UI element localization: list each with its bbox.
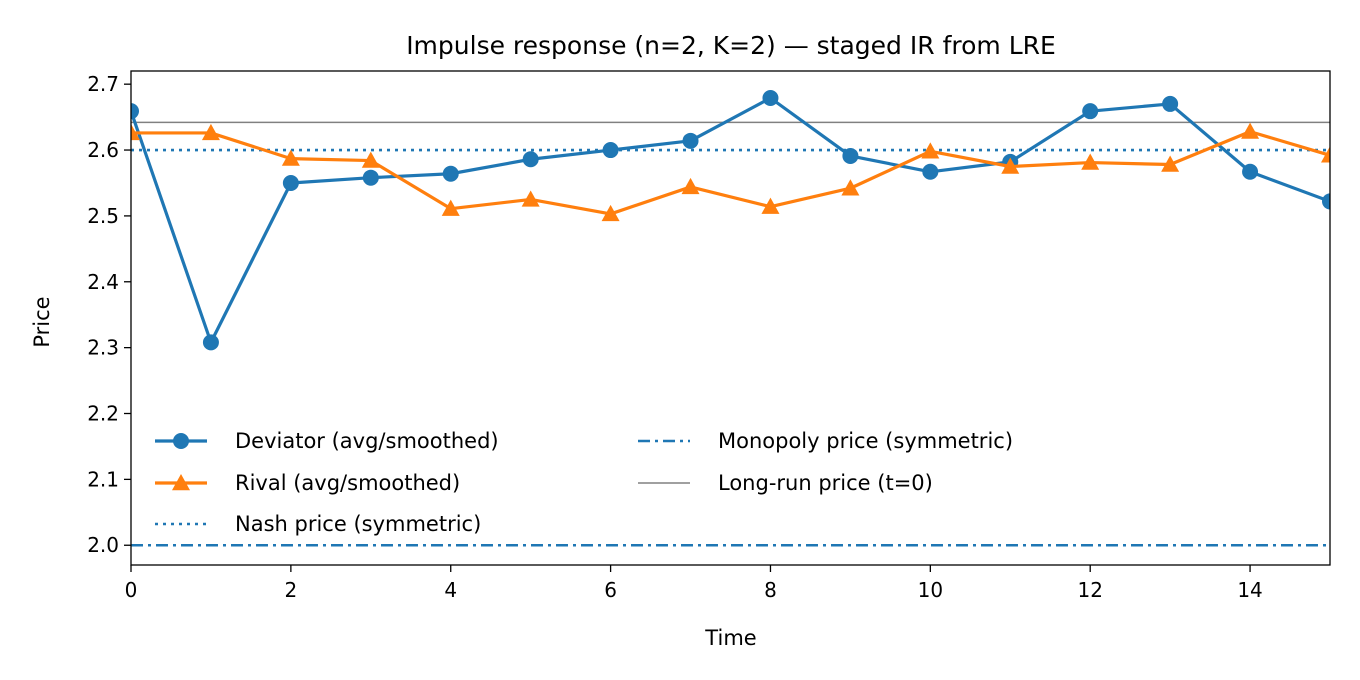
legend-entry-2: Nash price (symmetric)	[155, 512, 481, 536]
legend-entry-4: Long-run price (t=0)	[638, 471, 933, 495]
data-point-0-14	[1242, 163, 1259, 180]
data-point-1-3	[361, 151, 380, 168]
legend: Deviator (avg/smoothed) Rival (avg/smooth…	[155, 429, 1013, 536]
data-point-0-1	[202, 334, 219, 351]
data-point-0-15	[1322, 193, 1330, 210]
data-point-0-7	[682, 132, 699, 149]
data-point-1-13	[1161, 155, 1180, 172]
y-tick-label: 2.6	[87, 138, 119, 162]
data-point-1-9	[841, 179, 860, 196]
data-point-0-8	[762, 90, 779, 107]
x-tick-label: 6	[604, 578, 617, 602]
data-point-0-12	[1082, 103, 1099, 120]
y-axis-title: Price	[30, 296, 54, 347]
data-point-0-9	[842, 147, 859, 164]
legend-label: Monopoly price (symmetric)	[718, 429, 1013, 453]
y-tick-label: 2.3	[87, 336, 119, 360]
series-line-0	[131, 96, 1330, 344]
x-tick-label: 12	[1077, 578, 1102, 602]
data-point-1-10	[921, 142, 940, 159]
data-point-0-6	[602, 142, 619, 159]
data-point-1-11	[1001, 157, 1020, 174]
data-point-1-6	[601, 204, 620, 222]
data-point-0-2	[282, 174, 299, 191]
data-point-0-3	[362, 169, 379, 186]
data-point-1-12	[1081, 153, 1100, 170]
legend-label: Rival (avg/smoothed)	[235, 471, 460, 495]
chart-title: Impulse response (n=2, K=2) — staged IR …	[406, 31, 1056, 60]
data-point-1-8	[761, 197, 780, 214]
y-tick-label: 2.2	[87, 402, 119, 426]
series-layer	[131, 90, 1330, 351]
data-point-1-14	[1241, 122, 1260, 139]
x-tick-label: 10	[918, 578, 943, 602]
legend-label: Deviator (avg/smoothed)	[235, 429, 499, 453]
data-point-1-2	[281, 149, 300, 166]
series-1	[131, 122, 1330, 222]
x-tick-label: 4	[444, 578, 457, 602]
y-tick-label: 2.7	[87, 72, 119, 96]
legend-entry-3: Monopoly price (symmetric)	[638, 429, 1013, 453]
y-tick-label: 2.1	[87, 467, 119, 491]
plot-frame	[130, 70, 1331, 566]
reference-lines	[131, 121, 1330, 547]
data-point-0-4	[442, 165, 459, 182]
legend-label: Nash price (symmetric)	[235, 512, 481, 536]
x-axis-title: Time	[704, 626, 756, 650]
series-line-1	[131, 129, 1330, 216]
data-point-0-5	[522, 151, 539, 168]
x-tick-label: 8	[764, 578, 777, 602]
legend-swatch-marker	[173, 433, 189, 449]
data-point-0-13	[1162, 95, 1179, 112]
y-tick-label: 2.0	[87, 533, 119, 557]
data-point-1-1	[201, 123, 220, 141]
data-point-1-15	[1321, 146, 1330, 163]
x-axis: 0 2 4 6 8 10 12 14	[125, 565, 1263, 602]
x-tick-label: 14	[1237, 578, 1262, 602]
x-tick-label: 0	[125, 578, 138, 602]
data-point-1-5	[521, 190, 540, 207]
legend-swatch-marker	[172, 474, 190, 491]
y-tick-label: 2.5	[87, 204, 119, 228]
series-0	[131, 90, 1330, 351]
legend-entry-0: Deviator (avg/smoothed)	[155, 429, 499, 453]
legend-entry-1: Rival (avg/smoothed)	[155, 471, 460, 495]
legend-label: Long-run price (t=0)	[718, 471, 933, 495]
data-point-0-10	[922, 163, 939, 180]
y-axis: 2.0 2.1 2.2 2.3 2.4 2.5 2.6 2.7	[87, 72, 131, 557]
data-point-0-0	[131, 103, 139, 120]
x-tick-label: 2	[284, 578, 297, 602]
y-tick-label: 2.4	[87, 270, 119, 294]
data-point-1-4	[441, 199, 460, 216]
data-point-1-7	[681, 177, 700, 195]
data-point-1-0	[131, 123, 140, 141]
